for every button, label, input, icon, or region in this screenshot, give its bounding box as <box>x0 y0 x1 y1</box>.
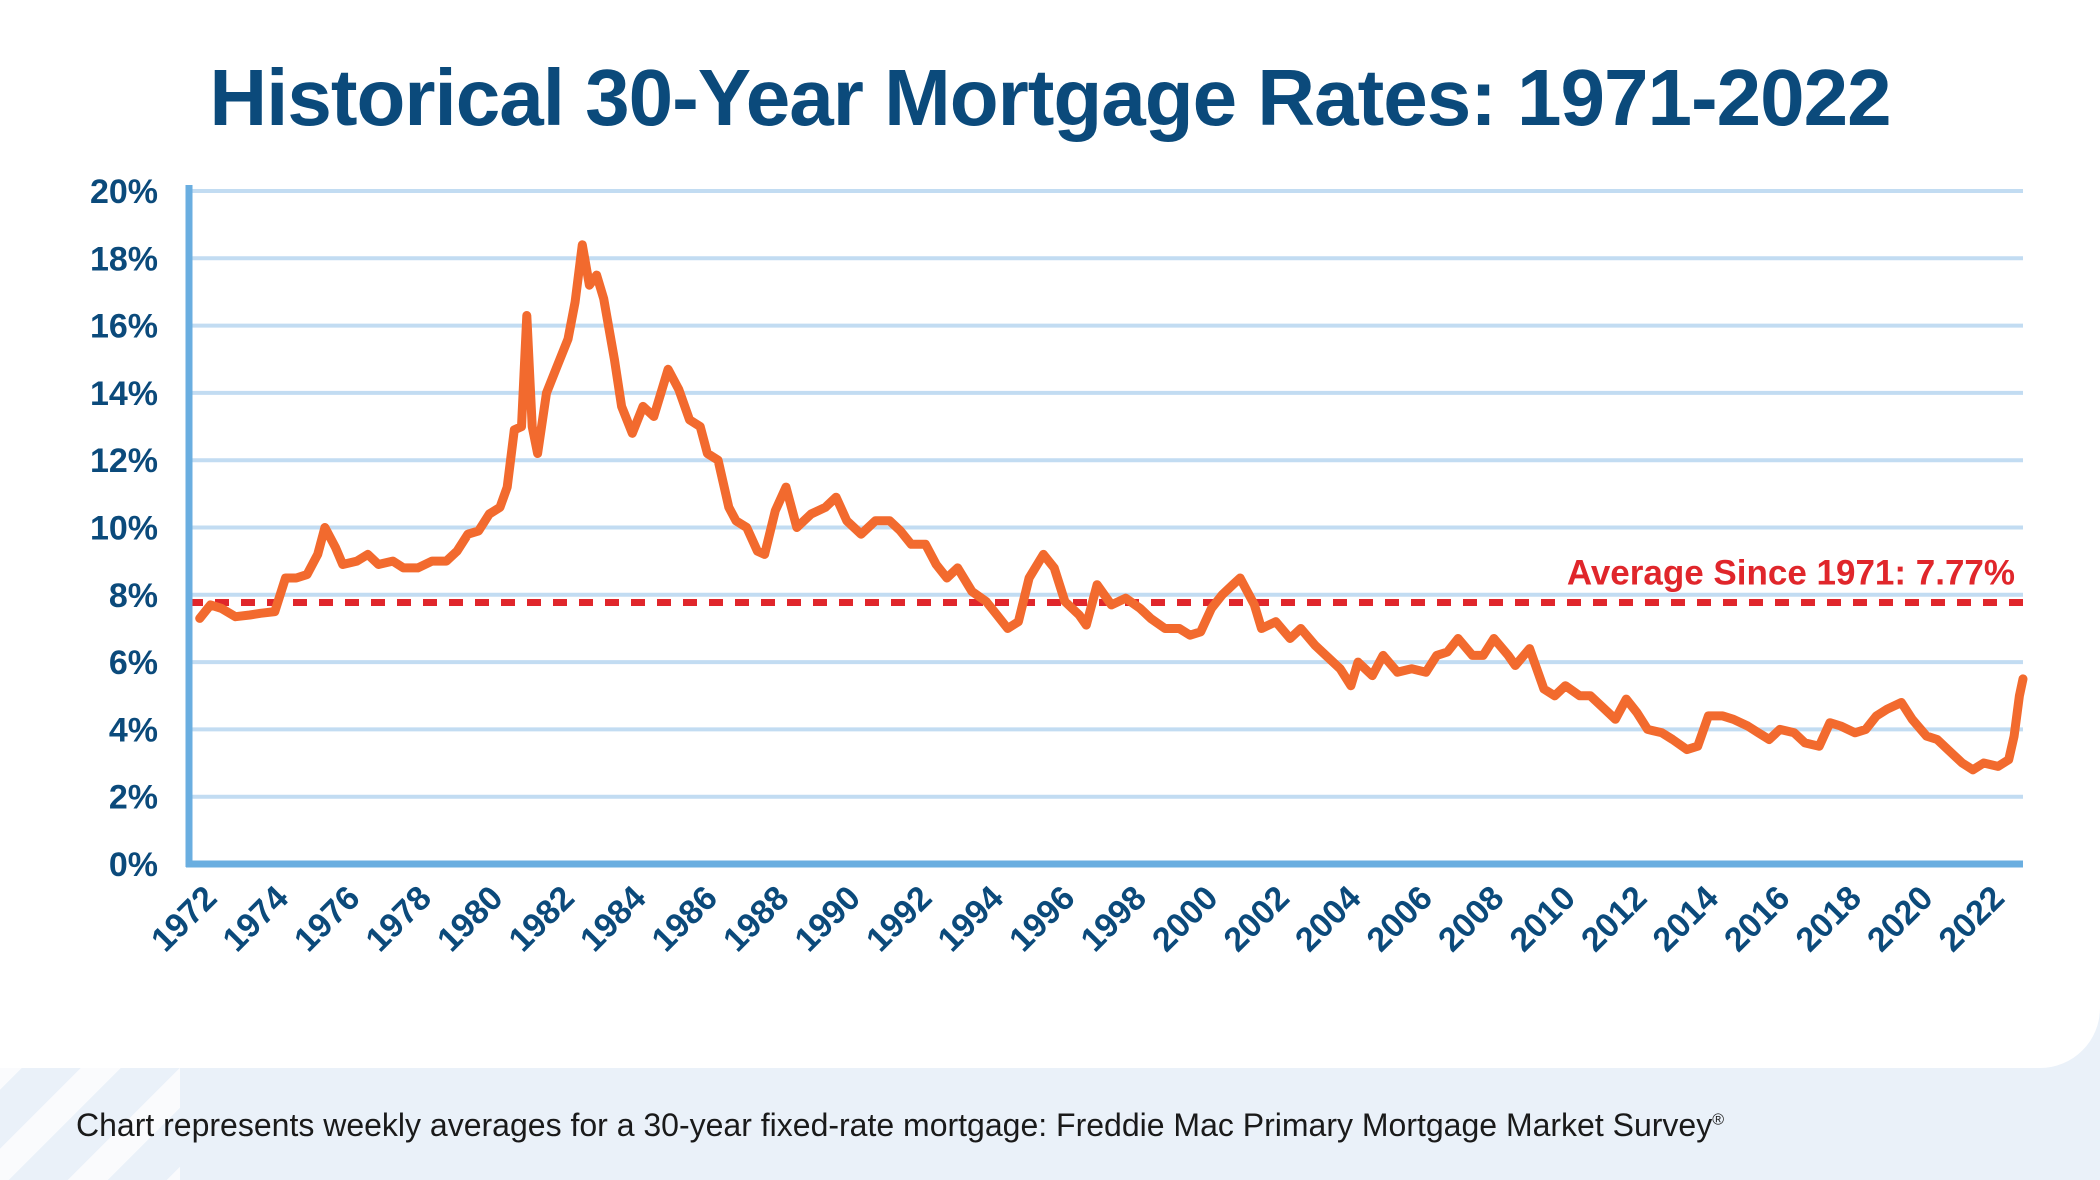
y-axis-ticks: 0% 2% 4% 6% 8% 10% 12% 14% 16% 18% 20% <box>90 173 158 884</box>
x-tick-label: 1984 <box>573 879 653 959</box>
x-tick-label: 1988 <box>716 879 796 959</box>
footer-text: Chart represents weekly averages for a 3… <box>76 1107 1713 1143</box>
x-tick-label: 2014 <box>1646 879 1726 959</box>
registered-mark: ® <box>1712 1111 1725 1129</box>
x-tick-label: 1996 <box>1002 879 1082 959</box>
footer-note: Chart represents weekly averages for a 3… <box>76 1106 1724 1144</box>
x-tick-label: 2010 <box>1503 879 1583 959</box>
average-label: Average Since 1971: 7.77% <box>1567 554 2015 593</box>
y-tick-label: 20% <box>90 173 158 211</box>
series-line <box>195 240 2028 775</box>
x-tick-label: 2018 <box>1789 879 1869 959</box>
x-tick-label: 2002 <box>1217 879 1297 959</box>
decorative-stripes <box>0 1050 180 1180</box>
y-tick-label: 18% <box>90 240 158 278</box>
x-tick-label: 2000 <box>1145 879 1225 959</box>
y-tick-label: 4% <box>109 711 158 749</box>
y-tick-label: 0% <box>109 846 158 884</box>
x-tick-label: 2022 <box>1932 879 2012 959</box>
x-tick-label: 1992 <box>859 879 939 959</box>
y-tick-label: 10% <box>90 510 158 548</box>
x-tick-label: 2006 <box>1360 879 1440 959</box>
gridlines <box>189 189 2023 799</box>
x-tick-label: 1990 <box>788 879 868 959</box>
x-tick-label: 2016 <box>1717 879 1797 959</box>
y-tick-label: 14% <box>90 375 158 413</box>
x-tick-label: 1986 <box>645 879 725 959</box>
x-axis-ticks: 1972197419761978198019821984198619881990… <box>144 879 2012 959</box>
y-tick-label: 12% <box>90 442 158 480</box>
x-tick-label: 1980 <box>430 879 510 959</box>
x-tick-label: 1972 <box>144 879 224 959</box>
x-tick-label: 1978 <box>359 879 439 959</box>
line-chart: 0%2%4%6%8%10%12%14%16%18%20% 19721974197… <box>90 173 2028 959</box>
x-tick-label: 2008 <box>1431 879 1511 959</box>
y-tick-label: 8% <box>109 577 158 615</box>
y-tick-label: 6% <box>109 644 158 682</box>
x-tick-label: 1994 <box>931 879 1011 959</box>
x-tick-label: 2020 <box>1860 879 1940 959</box>
y-tick-label: 16% <box>90 308 158 346</box>
x-tick-label: 1974 <box>216 879 296 959</box>
x-tick-label: 2012 <box>1574 879 1654 959</box>
x-tick-label: 1998 <box>1074 879 1154 959</box>
chart-card <box>0 0 2100 1068</box>
x-tick-label: 2004 <box>1288 879 1368 959</box>
x-tick-label: 1982 <box>502 879 582 959</box>
x-tick-label: 1976 <box>287 879 367 959</box>
y-tick-label: 2% <box>109 779 158 817</box>
chart-title: Historical 30-Year Mortgage Rates: 1971-… <box>209 53 1891 142</box>
